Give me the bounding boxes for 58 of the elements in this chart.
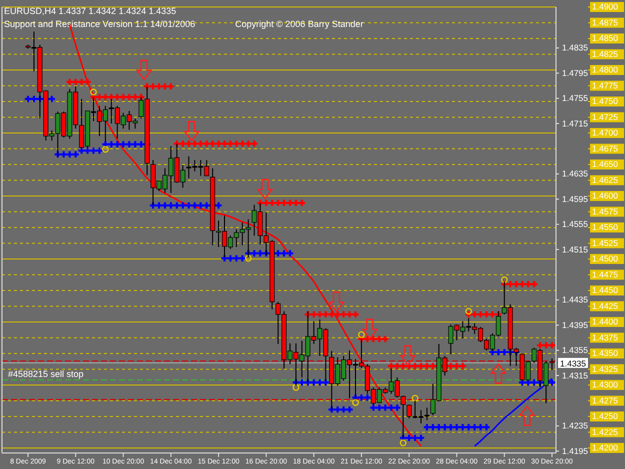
y2-tick-label: 1.4435 [562,294,588,305]
y-tick-label: 1.4750 [592,96,618,106]
y-tick-label: 1.4850 [592,33,618,44]
y-tick-label: 1.4825 [592,48,618,59]
y-tick-label: 1.4400 [592,316,618,327]
y-tick-label: 1.4900 [592,2,618,12]
y2-tick-label: 1.4835 [562,42,588,53]
y-tick-label: 1.4650 [592,159,618,170]
y-tick-label: 1.4200 [592,442,618,453]
y-tick-label: 1.4875 [592,17,618,28]
y-tick-label: 1.4375 [592,332,618,342]
y2-tick-label: 1.4715 [562,118,588,128]
y-tick-label: 1.4325 [592,364,618,374]
y-tick-label: 1.4350 [592,348,618,358]
y-tick-label: 1.4775 [592,80,618,90]
point [400,440,406,446]
point [501,276,508,284]
y-tick-label: 1.4425 [592,300,618,311]
y-tick-label: 1.4250 [592,411,618,422]
y2-tick-label: 1.4795 [562,68,588,78]
y2-tick-label: 1.4355 [562,345,588,356]
y-tick-label: 1.4475 [592,269,618,280]
y-tick-label: 1.4525 [592,238,618,248]
y2-tick-label: 1.4395 [562,320,588,330]
y-tick-label: 1.4275 [592,395,618,406]
point [102,146,109,153]
y-tick-label: 1.4725 [592,112,618,122]
point [292,384,300,391]
y2-tick-label: 1.4235 [562,420,588,431]
point [90,88,97,96]
annotation: Copyright © 2006 Barry Stander [235,19,364,29]
y-tick-label: 1.4800 [592,64,618,75]
y-tick-label: 1.4300 [592,380,618,390]
y2-tick-label: 1.4635 [562,168,588,179]
y2-tick-label: 1.4755 [562,93,588,104]
y-tick-label: 1.4675 [592,143,618,154]
y-tick-label: 1.4225 [592,426,618,437]
point [465,308,472,315]
point [358,331,365,338]
y-tick-label: 1.4550 [592,222,618,232]
y-tick-label: 1.4700 [592,128,618,138]
y-tick-label: 1.4500 [592,254,618,264]
text: Support and Resistance Version 1.1 14/01/2006 [4,19,196,29]
y2-tick-label: 1.4515 [562,244,588,254]
ref-line-label: #4588215 sell stop [8,368,84,379]
y2-tick-label: 1.4595 [562,194,588,204]
ref-line-label: 1.4335 [560,358,586,368]
chart-title: EURUSD,H4 1.4337 1.4342 1.4324 1.4335 [4,6,176,16]
y-tick-label: 1.4450 [592,285,618,296]
point [352,399,359,406]
point [244,254,252,262]
y-tick-label: 1.4575 [592,206,618,216]
point [412,394,418,402]
y2-tick-label: 1.4195 [562,446,588,456]
y2-tick-label: 1.4555 [562,219,588,230]
y-tick-label: 1.4600 [592,190,618,201]
y2-tick-label: 1.4315 [562,370,588,380]
y-tick-label: 1.4625 [592,174,618,185]
